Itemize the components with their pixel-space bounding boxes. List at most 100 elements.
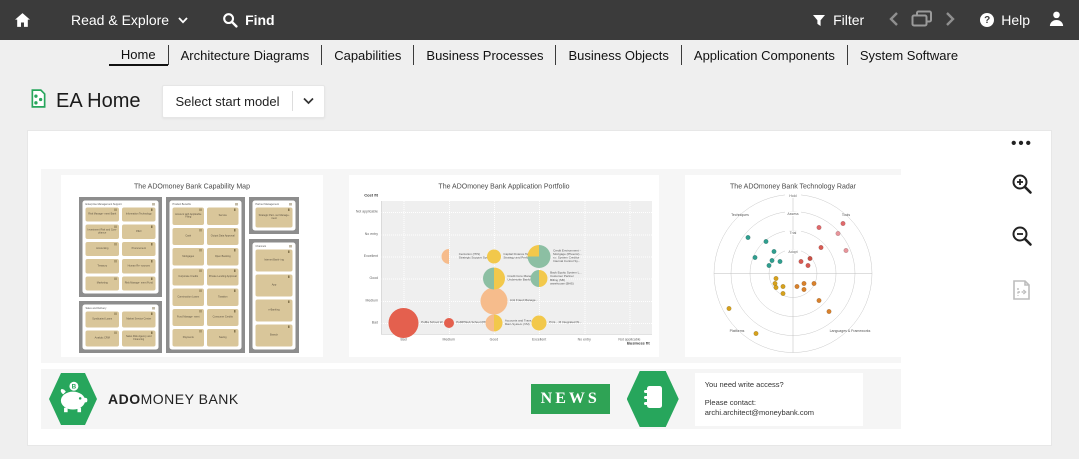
capability-box: Treasury — [85, 259, 119, 274]
bubble-label: Credit Environment - Mortgage (Phoenix).… — [553, 249, 582, 264]
page-header: EA Home Select start model — [0, 70, 1079, 128]
tab-architecture-diagrams[interactable]: Architecture Diagrams — [180, 47, 310, 63]
capability-box: Corporate Credits — [172, 268, 204, 286]
bubble-label: Back Equity System L... Customer Partner… — [550, 271, 582, 286]
capability-box: Analytic CRM — [85, 330, 119, 347]
x-tick-label: No entry — [577, 338, 591, 342]
tab-business-objects[interactable]: Business Objects — [568, 47, 669, 63]
read-explore-menu[interactable]: Read & Explore — [71, 12, 188, 28]
capability-box: Market Service Center — [122, 311, 156, 328]
capability-group: Sales and Delivery Syndicated Loans Market… — [79, 301, 162, 353]
access-question: You need write access? — [704, 379, 784, 389]
page-title: EA Home — [56, 89, 141, 112]
find-button[interactable]: Find — [222, 12, 275, 28]
button-divider — [291, 91, 293, 111]
more-options-button[interactable]: ••• — [1011, 135, 1033, 152]
capability-map-title: The ADOmoney Bank Capability Map — [134, 182, 250, 190]
charts-strip: The ADOmoney Bank Capability Map Enterpri… — [41, 169, 901, 363]
capability-box: Consumer Credits — [207, 308, 239, 327]
tab-divider — [680, 45, 682, 65]
capability-group: Enterprise Management Support Risk Manage… — [79, 197, 162, 297]
capability-group: Partner Management Strategic Part- ner Ma… — [249, 197, 299, 234]
forward-button[interactable] — [945, 11, 956, 30]
svg-text:Assess: Assess — [787, 212, 799, 216]
technology-radar-thumbnail[interactable]: The ADOmoney Bank Technology Radar Adopt T… — [685, 175, 901, 357]
chevron-down-icon — [178, 16, 188, 24]
tab-divider — [167, 45, 169, 65]
radar-svg: Adopt Trial Assess Hold Techniques Tools Platf… — [713, 193, 873, 353]
help-icon: ? — [980, 13, 995, 27]
read-explore-label: Read & Explore — [71, 12, 170, 28]
piggy-bank-icon: B — [56, 379, 90, 420]
capability-box: Strategic Part- ner Manage- ment — [255, 207, 293, 228]
zoom-out-button[interactable] — [1011, 225, 1033, 247]
capability-map-thumbnail[interactable]: The ADOmoney Bank Capability Map Enterpri… — [61, 175, 323, 357]
svg-text:Tools: Tools — [842, 213, 850, 217]
zoom-in-button[interactable] — [1011, 173, 1033, 195]
tab-home[interactable]: Home — [108, 45, 168, 66]
y-tick-label: Bad — [371, 320, 378, 325]
home-icon — [14, 12, 31, 28]
back-button[interactable] — [888, 11, 899, 30]
news-badge[interactable]: NEWS — [530, 384, 610, 414]
y-tick-label: Not applicable — [355, 210, 378, 214]
capability-box: Human Re- sources — [122, 259, 156, 274]
bubble-label: Accounts and Trans... Main System (VM) — [504, 319, 534, 326]
capability-box: Payments — [172, 329, 204, 347]
write-access-card: You need write access? Please contact: a… — [694, 372, 863, 426]
portfolio-bubble — [482, 267, 505, 290]
capability-box: Output Data Approval — [207, 227, 239, 246]
brand-rest: MONEY BANK — [140, 391, 239, 407]
portfolio-bubble — [388, 307, 419, 338]
x-tick-label: Good — [489, 338, 499, 342]
contact-email[interactable]: archi.architect@moneybank.com — [704, 407, 815, 417]
chevron-down-icon — [293, 89, 324, 113]
portfolio-bubble — [480, 287, 508, 315]
bubble-label: Print... M Integrated W... — [549, 321, 582, 325]
capability-box: Cash — [172, 227, 204, 246]
capability-box: P&O — [122, 224, 156, 239]
select-start-model-button[interactable]: Select start model — [162, 84, 325, 118]
select-start-model-label: Select start model — [175, 93, 280, 109]
y-axis-label: Cost fit — [364, 193, 378, 198]
svg-text:Techniques: Techniques — [731, 213, 749, 217]
x-tick-label: Bad — [400, 338, 407, 342]
tab-system-software[interactable]: System Software — [859, 47, 959, 63]
y-tick-label: Excellent — [363, 254, 378, 258]
application-portfolio-thumbnail[interactable]: The ADOmoney Bank Application Portfolio B… — [349, 175, 659, 357]
tab-capabilities[interactable]: Capabilities — [334, 47, 402, 63]
tab-application-components[interactable]: Application Components — [693, 47, 835, 63]
capability-box: e-Banking — [255, 299, 293, 322]
portfolio-bubble — [486, 249, 501, 264]
graphic-toolbar: ••• — [1005, 135, 1039, 315]
capability-box: Sales Risk Agency and Financing — [122, 330, 156, 347]
capability-group: Product Benefits Account with Applicable … — [166, 197, 245, 353]
svg-text:Trial: Trial — [790, 231, 797, 235]
model-icon — [30, 88, 47, 114]
capability-box: Saving — [207, 329, 239, 347]
portfolio-bubble — [441, 248, 457, 264]
svg-text:Adopt: Adopt — [788, 250, 797, 254]
capability-box: Internet Bank- ing — [255, 249, 293, 272]
user-button[interactable] — [1048, 10, 1065, 30]
brand-bold: ADO — [108, 391, 141, 407]
help-button[interactable]: ? Help — [980, 12, 1030, 28]
news-label: NEWS — [540, 390, 600, 407]
x-axis-label: Business fit — [627, 341, 650, 346]
filter-label: Filter — [833, 12, 865, 28]
capability-box: Open Banking — [207, 248, 239, 266]
tab-business-processes[interactable]: Business Processes — [426, 47, 544, 63]
filter-button[interactable]: Filter — [812, 12, 864, 28]
capability-box: Branch — [255, 324, 293, 347]
capability-box: Service — [207, 207, 239, 225]
export-page-button[interactable] — [1012, 279, 1032, 301]
windows-icon[interactable] — [911, 10, 933, 30]
capability-box: Fund Manage- ment — [172, 308, 204, 327]
capability-box: Investment Risk and Com- pliance — [85, 224, 119, 239]
svg-text:Languages & Frameworks: Languages & Frameworks — [830, 329, 871, 333]
help-label: Help — [1001, 12, 1030, 28]
home-button[interactable] — [14, 12, 31, 28]
contact-label: Please contact: — [704, 397, 757, 407]
tab-divider — [321, 45, 323, 65]
capability-group: Channels Internet Bank- ing App e-Banking Br… — [249, 239, 299, 353]
